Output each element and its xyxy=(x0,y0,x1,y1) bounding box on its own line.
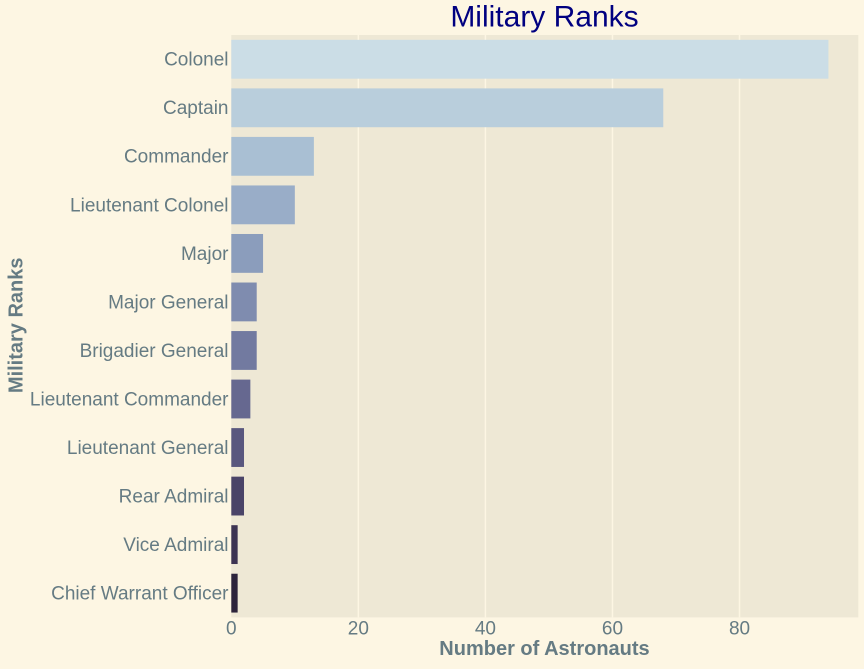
svg-text:Number of Astronauts: Number of Astronauts xyxy=(439,638,649,660)
svg-text:Lieutenant Commander: Lieutenant Commander xyxy=(30,389,229,410)
svg-text:Chief Warrant Officer: Chief Warrant Officer xyxy=(51,584,229,605)
svg-text:Lieutenant General: Lieutenant General xyxy=(67,438,229,459)
svg-text:Lieutenant Colonel: Lieutenant Colonel xyxy=(70,195,228,216)
svg-text:Major General: Major General xyxy=(108,292,228,313)
svg-text:Rear Admiral: Rear Admiral xyxy=(119,486,229,507)
svg-text:20: 20 xyxy=(348,619,369,640)
svg-text:Military Ranks: Military Ranks xyxy=(450,1,638,34)
svg-text:Colonel: Colonel xyxy=(164,50,228,71)
svg-text:80: 80 xyxy=(729,619,750,640)
svg-text:Vice Admiral: Vice Admiral xyxy=(123,535,228,556)
svg-text:40: 40 xyxy=(475,619,496,640)
svg-text:60: 60 xyxy=(602,619,623,640)
svg-text:Brigadier General: Brigadier General xyxy=(80,341,229,362)
svg-text:Commander: Commander xyxy=(124,147,229,168)
svg-text:Military Ranks: Military Ranks xyxy=(6,257,28,393)
svg-text:Major: Major xyxy=(181,244,229,265)
svg-text:Captain: Captain xyxy=(163,98,229,119)
svg-text:0: 0 xyxy=(226,619,237,640)
